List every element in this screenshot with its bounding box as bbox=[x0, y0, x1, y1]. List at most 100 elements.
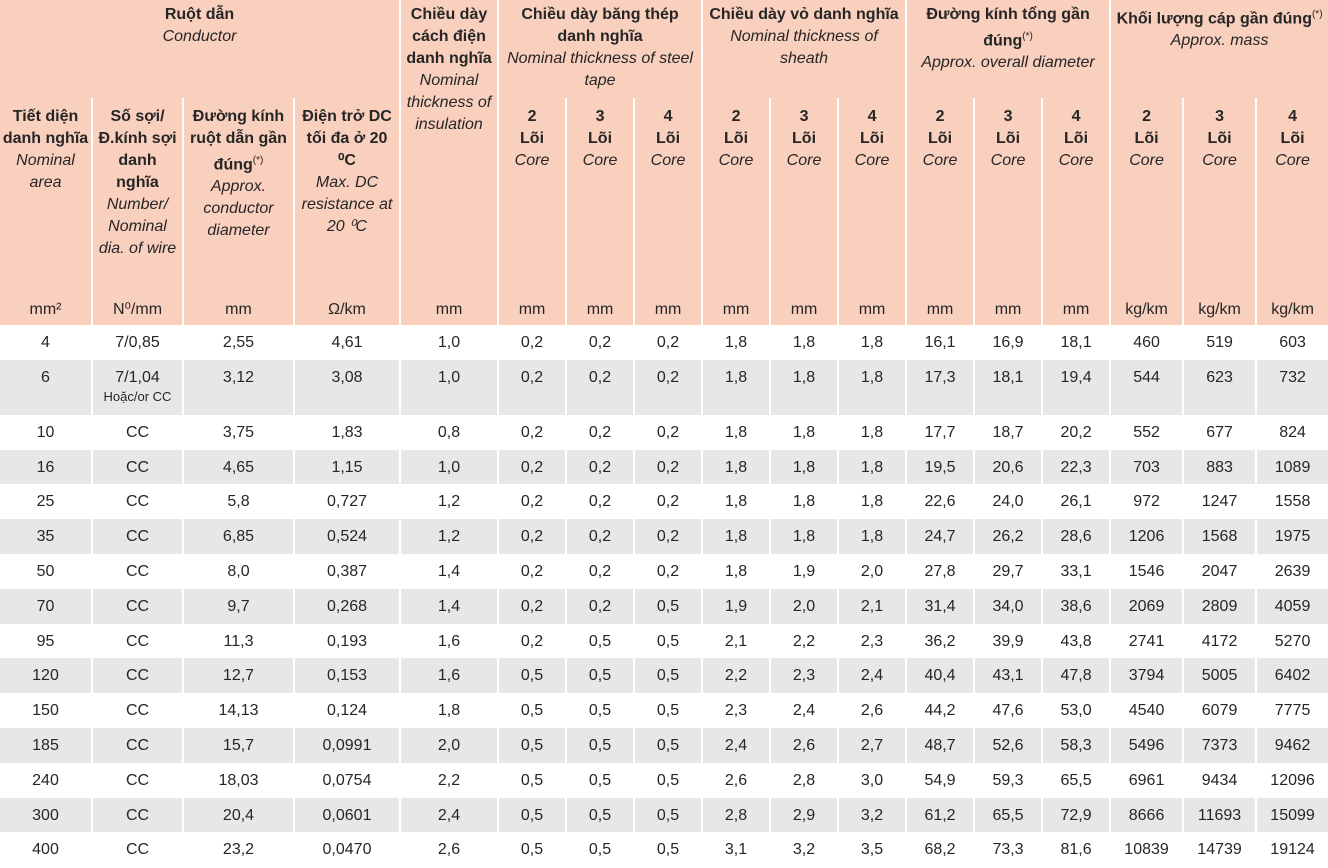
table-cell: 0,5 bbox=[565, 693, 635, 728]
table-cell: 0,0470 bbox=[292, 832, 401, 868]
unit: mm bbox=[701, 295, 771, 325]
unit: mm bbox=[905, 295, 975, 325]
table-cell: 0,2 bbox=[565, 519, 635, 554]
table-cell: 3,2 bbox=[769, 832, 839, 868]
table-cell: 1,8 bbox=[769, 359, 839, 415]
group-title: Chiều dày băng thép danh nghĩa bbox=[521, 6, 679, 45]
table-row: 300 CC 20,4 0,0601 2,4 0,5 0,5 0,5 2,8 2,9 3,2 61,2… bbox=[0, 797, 1328, 833]
cell-note: Hoặc/or CC bbox=[103, 388, 172, 404]
table-cell: 65,5 bbox=[1041, 762, 1111, 798]
table-cell: 0,2 bbox=[565, 359, 635, 415]
table-cell: 0,2 bbox=[565, 484, 635, 520]
core-subtitle: Core bbox=[990, 152, 1026, 169]
core-label: Lõi bbox=[792, 130, 817, 147]
table-cell: 0,2 bbox=[633, 414, 703, 450]
core-subtitle: Core bbox=[718, 152, 754, 169]
table-cell: 2069 bbox=[1109, 588, 1184, 624]
group-title: Khối lượng cáp gần đúng bbox=[1116, 10, 1312, 28]
table-cell: 1,9 bbox=[769, 553, 839, 589]
table-cell: 14739 bbox=[1182, 832, 1257, 868]
table-cell: 2,8 bbox=[701, 797, 771, 833]
core-header: 4 Lõi Core bbox=[1255, 98, 1328, 295]
table-header: Ruột dẫn Conductor Chiều dày cách điện dan… bbox=[0, 0, 1328, 325]
table-cell: 1,4 bbox=[399, 553, 499, 589]
table-cell: CC bbox=[91, 484, 183, 520]
table-cell: 58,3 bbox=[1041, 727, 1111, 763]
table-cell: 28,6 bbox=[1041, 519, 1111, 554]
table-cell: 1,6 bbox=[399, 623, 499, 659]
table-cell: 2,2 bbox=[701, 658, 771, 694]
table-cell: 22,3 bbox=[1041, 449, 1111, 485]
table-cell: 0,5 bbox=[497, 797, 567, 833]
table-cell: 2,8 bbox=[769, 762, 839, 798]
table-cell: 3,0 bbox=[837, 762, 907, 798]
core-subtitle: Core bbox=[1129, 152, 1164, 169]
table-row: 10 CC 3,75 1,83 0,8 0,2 0,2 0,2 1,8 1,8 1,8 17,7 18,… bbox=[0, 414, 1328, 450]
table-cell: 0,5 bbox=[497, 762, 567, 798]
table-cell: 1,2 bbox=[399, 484, 499, 520]
unit: mm² bbox=[0, 295, 92, 325]
table-cell: 1,8 bbox=[701, 484, 771, 520]
unit: kg/km bbox=[1182, 295, 1257, 325]
conductor-column-title: Số sợi/ Đ.kính sợi danh nghĩa bbox=[98, 108, 177, 191]
table-cell: 16,1 bbox=[905, 325, 975, 360]
table-cell: 0,2 bbox=[497, 588, 567, 624]
table-cell: 0,5 bbox=[633, 658, 703, 694]
table-cell: 1,8 bbox=[701, 449, 771, 485]
table-cell: 39,9 bbox=[973, 623, 1043, 659]
table-cell: 1,8 bbox=[837, 414, 907, 450]
table-cell: 0,193 bbox=[292, 623, 401, 659]
conductor-column-subtitle: Max. DC resistance at 20 ⁰C bbox=[301, 174, 393, 235]
table-cell: 12,7 bbox=[182, 658, 294, 694]
column-header: Đường kính ruột dẫn gần đúng(*) Approx. c… bbox=[182, 98, 294, 295]
table-cell: 2639 bbox=[1255, 553, 1328, 589]
table-cell: 2047 bbox=[1182, 553, 1257, 589]
table-cell: 1558 bbox=[1255, 484, 1328, 520]
core-number: 2 bbox=[731, 108, 741, 125]
table-cell: 0,5 bbox=[633, 693, 703, 728]
group-header: Ruột dẫn Conductor bbox=[0, 0, 401, 98]
table-cell: 0,5 bbox=[497, 727, 567, 763]
table-cell: 20,2 bbox=[1041, 414, 1111, 450]
table-cell: 3,2 bbox=[837, 797, 907, 833]
core-label: Lõi bbox=[1134, 130, 1159, 147]
table-cell: 44,2 bbox=[905, 693, 975, 728]
table-cell: 0,5 bbox=[565, 797, 635, 833]
table-cell: 1,8 bbox=[769, 449, 839, 485]
core-label: Lõi bbox=[656, 130, 681, 147]
table-cell: 16,9 bbox=[973, 325, 1043, 360]
conductor-title: Ruột dẫn bbox=[164, 6, 235, 23]
table-cell: 2,6 bbox=[769, 727, 839, 763]
table-cell: 1,8 bbox=[701, 553, 771, 589]
table-cell: 7373 bbox=[1182, 727, 1257, 763]
table-cell: 20,6 bbox=[973, 449, 1043, 485]
group-header: Chiều dày vỏ danh nghĩa Nominal thickness… bbox=[701, 0, 907, 98]
core-number: 3 bbox=[1003, 108, 1013, 125]
table-cell: 1,4 bbox=[399, 588, 499, 624]
core-header: 3 Lõi Core bbox=[565, 98, 635, 295]
table-cell: 0,2 bbox=[633, 519, 703, 554]
table-cell: 2,3 bbox=[701, 693, 771, 728]
table-cell: 18,7 bbox=[973, 414, 1043, 450]
table-cell: 2,1 bbox=[837, 588, 907, 624]
group-marker: (*) bbox=[1022, 31, 1033, 42]
table-cell: 703 bbox=[1109, 449, 1184, 485]
table-cell: 4,61 bbox=[292, 325, 401, 360]
table-cell: 0,5 bbox=[497, 832, 567, 868]
core-number: 3 bbox=[595, 108, 605, 125]
table-row: 400 CC 23,2 0,0470 2,6 0,5 0,5 0,5 3,1 3,2 3,5 68,2… bbox=[0, 832, 1328, 868]
core-subtitle: Core bbox=[1058, 152, 1094, 169]
table-cell: 0,8 bbox=[399, 414, 499, 450]
table-cell: 7/1,04 Hoặc/or CC bbox=[91, 359, 183, 415]
core-header: 2 Lõi Core bbox=[905, 98, 975, 295]
table-cell: 52,6 bbox=[973, 727, 1043, 763]
core-header: 2 Lõi Core bbox=[701, 98, 771, 295]
table-cell: 19,5 bbox=[905, 449, 975, 485]
core-label: Lõi bbox=[928, 130, 953, 147]
table-cell: CC bbox=[91, 553, 183, 589]
table-cell: 15,7 bbox=[182, 727, 294, 763]
table-cell: 0,2 bbox=[633, 359, 703, 415]
table-cell: 68,2 bbox=[905, 832, 975, 868]
table-cell: 22,6 bbox=[905, 484, 975, 520]
table-cell: 8,0 bbox=[182, 553, 294, 589]
